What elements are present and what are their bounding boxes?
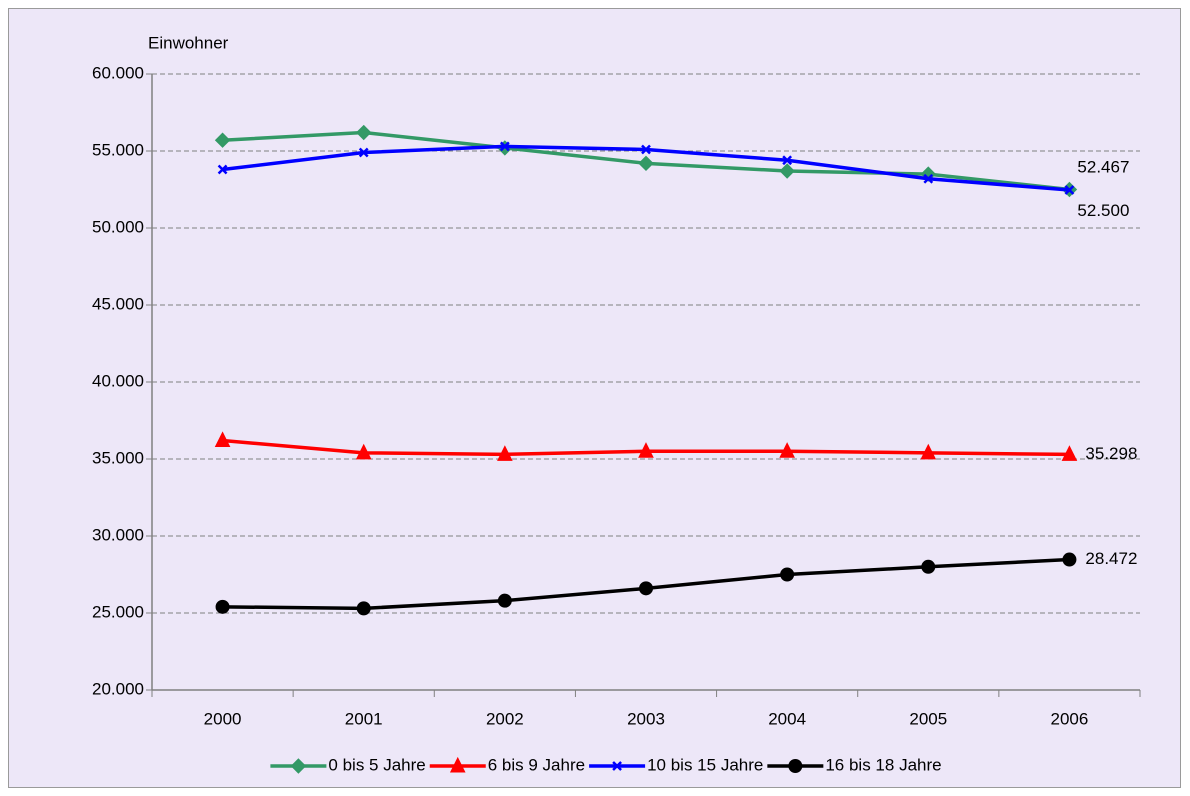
y-tick-label: 30.000 (92, 525, 144, 544)
y-tick-label: 25.000 (92, 602, 144, 621)
marker (214, 431, 231, 448)
marker (355, 443, 372, 460)
y-tick-label: 40.000 (92, 371, 144, 390)
marker (356, 124, 372, 141)
data-label: 52.500 (1077, 201, 1129, 220)
y-tick-label: 35.000 (92, 448, 144, 467)
legend-item: 10 bis 15 Jahre (589, 755, 763, 774)
marker (497, 445, 513, 461)
marker (779, 442, 795, 458)
marker (788, 759, 803, 773)
data-label: 35.298 (1085, 444, 1137, 463)
marker (1064, 185, 1075, 195)
marker (638, 442, 654, 458)
legend-item: 6 bis 9 Jahre (429, 755, 585, 774)
data-label: 52.467 (1077, 157, 1129, 176)
legend-item: 0 bis 5 Jahre (270, 755, 426, 774)
marker (1062, 552, 1077, 567)
marker (356, 601, 371, 616)
marker (782, 155, 793, 166)
chart-background (8, 8, 1181, 788)
x-tick-label: 2001 (345, 709, 383, 728)
legend: 0 bis 5 Jahre 6 bis 9 Jahre 10 bis 15 Jahr… (270, 755, 942, 774)
marker (920, 443, 937, 460)
y-tick-label: 55.000 (92, 140, 144, 159)
y-tick-label: 60.000 (92, 63, 144, 82)
marker (215, 599, 230, 614)
marker (638, 155, 654, 172)
marker (290, 758, 307, 774)
marker (449, 756, 466, 773)
marker (780, 567, 795, 582)
y-tick-label: 20.000 (92, 679, 144, 698)
legend-label: 16 bis 18 Jahre (825, 755, 941, 774)
y-tick-label: 45.000 (92, 294, 144, 313)
marker (1061, 445, 1078, 461)
y-tick-label: 50.000 (92, 217, 144, 236)
marker (641, 144, 651, 155)
x-tick-label: 2002 (486, 709, 524, 728)
x-tick-label: 2006 (1051, 709, 1089, 728)
x-tick-label: 2004 (768, 709, 806, 728)
legend-item: 16 bis 18 Jahre (767, 755, 942, 774)
marker (499, 141, 510, 152)
marker (921, 559, 936, 574)
marker (217, 164, 228, 175)
marker (639, 581, 653, 596)
marker (779, 163, 795, 179)
x-tick-label: 2000 (204, 709, 242, 728)
marker (497, 593, 512, 608)
legend-label: 6 bis 9 Jahre (488, 755, 585, 774)
x-tick-label: 2005 (909, 709, 947, 728)
marker (358, 147, 369, 158)
legend-label: 0 bis 5 Jahre (328, 755, 425, 774)
marker (612, 761, 622, 771)
marker (214, 132, 231, 148)
y-axis-label: Einwohner (148, 33, 229, 52)
x-tick-label: 2003 (627, 709, 665, 728)
marker (923, 173, 934, 184)
legend-label: 10 bis 15 Jahre (647, 755, 763, 774)
data-label: 28.472 (1085, 549, 1137, 568)
